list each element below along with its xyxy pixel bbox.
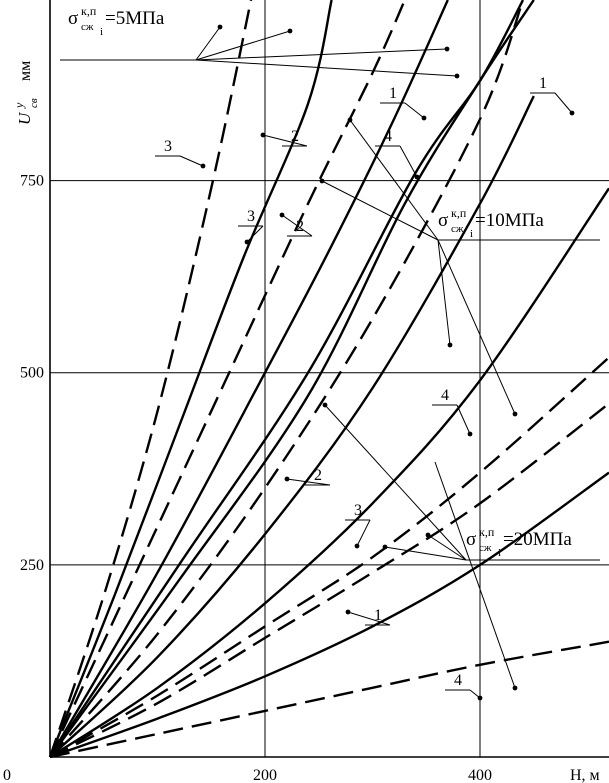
- leader-lines: [196, 25, 517, 691]
- annotation-5-sup: к,п: [81, 4, 97, 18]
- series-20-4-dashed-line: [50, 642, 609, 757]
- annotation-dot: [348, 118, 353, 123]
- annotation-dot: [323, 403, 328, 408]
- annotation-leader: [438, 240, 450, 345]
- curve-label-leader: [400, 146, 417, 177]
- annotation-20-value: =20МПа: [503, 529, 572, 550]
- curve-label-dot: [285, 477, 290, 482]
- annotation-dot: [455, 74, 460, 79]
- y-axis-label-main: U: [15, 111, 34, 125]
- annotation-dot: [288, 29, 293, 34]
- annotation-dot: [320, 179, 325, 184]
- series-5-2-solid-line: [50, 0, 332, 757]
- annotation-leader: [196, 27, 220, 60]
- annotation-dot: [513, 412, 518, 417]
- annotation-leader: [325, 405, 466, 560]
- y-tick-label: 500: [20, 365, 44, 382]
- curve-label-dot: [468, 432, 473, 437]
- x-tick-label: 0: [3, 767, 11, 783]
- annotation-dot: [445, 47, 450, 52]
- curve-label-leader: [263, 135, 307, 146]
- series-10-1-solid-line: [50, 188, 609, 757]
- y-tick-label: 750: [20, 173, 44, 190]
- curve-label-dot: [346, 610, 351, 615]
- curve-label: 4: [454, 672, 462, 689]
- annotation-20-sup: к,п: [479, 525, 495, 539]
- series-10-4-dashed-line: [50, 0, 523, 757]
- annotation-20-sub: сж: [479, 542, 492, 554]
- annotation-10-sigma: σ: [438, 210, 448, 231]
- curve-label-dot: [570, 111, 575, 116]
- annotation-dot: [383, 545, 388, 550]
- curve-label-dot: [245, 240, 250, 245]
- annotation-10-subsub: i: [470, 228, 473, 240]
- curve-label-dot: [355, 544, 360, 549]
- curve-label: 4: [441, 387, 449, 404]
- curve-label-dot: [280, 213, 285, 218]
- series-20-3-dashed-line: [50, 357, 609, 757]
- curve-label-dot: [261, 133, 266, 138]
- series-group: [50, 0, 609, 757]
- annotation-leader: [435, 462, 515, 688]
- annotation-10-sup: к,п: [451, 206, 467, 220]
- y-tick-label: 250: [20, 557, 44, 574]
- annotation-5-sigma: σ: [68, 8, 78, 29]
- curve-labels: 3 2 3 2 1 4 1 4 2 3 1 4: [155, 75, 574, 700]
- series-5-1-solid-line: [50, 0, 534, 757]
- annotation-10-value: =10МПа: [475, 210, 544, 231]
- annotation-20-sigma: σ: [466, 529, 476, 550]
- curve-label-dot: [415, 175, 420, 180]
- annotation-5-sub: сж: [81, 21, 94, 33]
- y-axis-label-sup: у: [12, 102, 26, 109]
- annotation-5: σ к,п сж i =5МПа: [60, 4, 196, 60]
- x-axis-label: H, м: [570, 767, 600, 783]
- curve-label: 3: [164, 138, 172, 155]
- annotation-dot: [513, 686, 518, 691]
- annotation-20: σ к,п сж i =20МПа: [466, 525, 600, 560]
- y-axis-label-sub: св: [28, 98, 40, 108]
- x-tick-label: 200: [253, 767, 277, 783]
- annotation-5-subsub: i: [100, 26, 103, 38]
- annotation-dot: [426, 533, 431, 538]
- annotation-10-sub: сж: [451, 223, 464, 235]
- annotation-20-subsub: i: [498, 547, 501, 559]
- series-5-4-solid-line: [50, 0, 523, 757]
- curve-label-dot: [478, 696, 483, 701]
- curve-label: 4: [384, 128, 392, 145]
- annotation-leader: [385, 547, 466, 560]
- curve-label-leader: [180, 156, 203, 166]
- annotation-5-value: =5МПа: [105, 8, 165, 29]
- curve-label-leader: [457, 405, 470, 434]
- x-tick-label: 400: [468, 767, 492, 783]
- annotation-leader: [438, 240, 515, 414]
- curve-label: 1: [539, 75, 547, 92]
- curve-label-leader: [348, 612, 390, 625]
- curve-label-dot: [422, 116, 427, 121]
- curve-label: 1: [389, 85, 397, 102]
- y-axis-label-unit: мм: [17, 61, 34, 81]
- curve-label-dot: [201, 164, 206, 169]
- curve-label-leader: [405, 103, 424, 118]
- annotation-dot: [218, 25, 223, 30]
- curve-label: 2: [314, 467, 322, 484]
- curve-label: 2: [296, 218, 304, 235]
- annotation-10: σ к,п сж i =10МПа: [438, 206, 600, 240]
- y-axis-label: U у св мм: [12, 61, 40, 125]
- curve-label: 3: [247, 208, 255, 225]
- curve-label-leader: [357, 520, 370, 546]
- curve-label-leader: [555, 93, 572, 113]
- series-10-2-solid-line: [50, 0, 448, 757]
- annotation-leader: [196, 31, 290, 60]
- curve-label: 3: [354, 502, 362, 519]
- annotation-dot: [448, 343, 453, 348]
